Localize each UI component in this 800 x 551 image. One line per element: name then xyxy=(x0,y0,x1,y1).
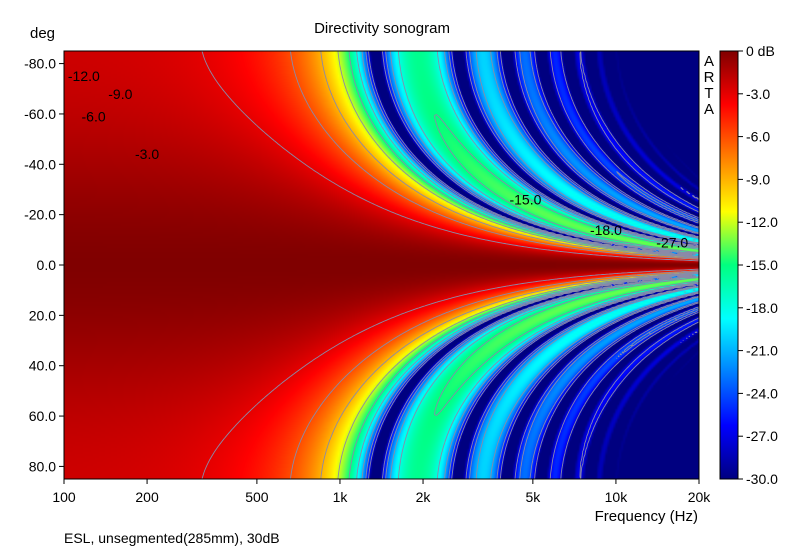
watermark-letter: A xyxy=(704,101,714,118)
x-tick-label: 5k xyxy=(525,489,541,505)
watermark-letter: T xyxy=(704,85,713,102)
colorbar-tick-label: -18.0 xyxy=(746,300,778,316)
colorbar-tick-label: -6.0 xyxy=(746,129,770,145)
contour-label: -9.0 xyxy=(108,86,132,102)
y-tick-label: 80.0 xyxy=(29,458,56,474)
contour-line xyxy=(348,51,699,479)
x-axis-label: Frequency (Hz) xyxy=(595,508,698,525)
watermark-letter: A xyxy=(704,53,714,70)
y-axis-label: deg xyxy=(30,25,55,42)
colorbar-tick-label: -15.0 xyxy=(746,257,778,273)
colorbar-tick-label: -24.0 xyxy=(746,385,778,401)
x-axis-ticks: 100 200 500 1k 2k 5k 10k 20k xyxy=(52,479,711,505)
contour-lines xyxy=(201,51,699,479)
y-axis-ticks: -80.0 -60.0 -40.0 -20.0 0.0 20.0 40.0 60.0 80.0 xyxy=(24,56,64,474)
contour-line xyxy=(290,51,699,479)
contour-line xyxy=(361,51,699,479)
watermark-letter: R xyxy=(704,69,715,86)
y-tick-label: -80.0 xyxy=(24,56,56,72)
x-tick-label: 200 xyxy=(135,489,159,505)
y-tick-label: -60.0 xyxy=(24,106,56,122)
colorbar-tick-label: -9.0 xyxy=(746,171,770,187)
contour-line xyxy=(337,51,699,479)
colorbar-tick-label: 0 dB xyxy=(746,43,775,59)
contour-label: -18.0 xyxy=(590,222,622,238)
contour-label: -12.0 xyxy=(68,68,100,84)
chart-title: Directivity sonogram xyxy=(314,20,450,37)
contour-line xyxy=(356,51,699,479)
x-tick-label: 20k xyxy=(688,489,712,505)
x-tick-label: 2k xyxy=(416,489,432,505)
heatmap-layer xyxy=(64,51,699,479)
y-tick-label: -40.0 xyxy=(24,156,56,172)
contour-label: -3.0 xyxy=(135,146,159,162)
footer-caption: ESL, unsegmented(285mm), 30dB xyxy=(64,530,280,546)
y-tick-label: -20.0 xyxy=(24,207,56,223)
contour-label: -6.0 xyxy=(82,108,106,124)
x-tick-label: 500 xyxy=(245,489,269,505)
colorbar-tick-label: -30.0 xyxy=(746,471,778,487)
contour-label: -15.0 xyxy=(509,192,541,208)
y-tick-label: 20.0 xyxy=(29,307,56,323)
y-tick-label: 0.0 xyxy=(37,257,57,273)
x-tick-label: 1k xyxy=(333,489,349,505)
contour-line xyxy=(368,51,699,479)
y-tick-label: 40.0 xyxy=(29,358,56,374)
contour-labels: -12.0 -9.0-6.0 -3.0 -15.0 -18.0 -27.0 xyxy=(68,68,689,250)
colorbar-tick-label: -21.0 xyxy=(746,343,778,359)
contour-label: -27.0 xyxy=(656,234,688,250)
colorbar-tick-label: -3.0 xyxy=(746,86,770,102)
x-tick-label: 10k xyxy=(605,489,629,505)
colorbar xyxy=(719,50,739,480)
colorbar-tick-label: -27.0 xyxy=(746,428,778,444)
contour-line xyxy=(320,51,699,479)
colorbar-ticks: 0 dB -3.0 -6.0 -9.0 -12.0 -15.0 -18.0 -21.0 -24.… xyxy=(738,43,778,487)
heatmap-image xyxy=(64,51,699,479)
contour-line xyxy=(365,51,699,479)
colorbar-tick-label: -12.0 xyxy=(746,214,778,230)
x-tick-label: 100 xyxy=(52,489,76,505)
y-tick-label: 60.0 xyxy=(29,408,56,424)
